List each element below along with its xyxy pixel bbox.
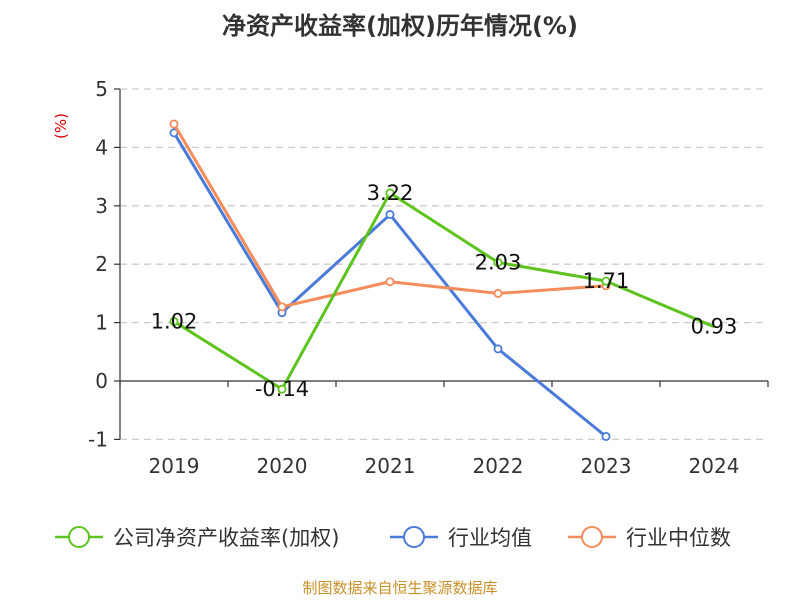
series-point-2 xyxy=(277,302,287,312)
x-tick-label: 2022 xyxy=(473,454,524,478)
series-point-2 xyxy=(493,288,503,298)
series-point-2 xyxy=(169,119,179,129)
x-tick-label: 2021 xyxy=(365,454,416,478)
y-axis-label: (%) xyxy=(52,113,70,139)
x-tick-label: 2023 xyxy=(581,454,632,478)
y-tick-label: 5 xyxy=(95,77,108,101)
series-point-0 xyxy=(493,257,503,267)
data-label: 1.71 xyxy=(583,269,630,293)
series-point-1 xyxy=(493,344,503,354)
legend-label: 公司净资产收益率(加权) xyxy=(113,526,339,550)
y-tick-label: 4 xyxy=(95,135,108,159)
y-tick-label: 2 xyxy=(95,252,108,276)
y-tick-label: -1 xyxy=(88,427,108,451)
legend: 公司净资产收益率(加权) 行业均值 行业中位数 xyxy=(55,526,731,550)
x-tick-label: 2019 xyxy=(149,454,200,478)
legend-label: 行业均值 xyxy=(448,526,532,550)
legend-label: 行业中位数 xyxy=(626,526,731,550)
series-point-2 xyxy=(385,277,395,287)
data-label: -0.14 xyxy=(255,377,309,401)
legend-marker xyxy=(68,526,90,548)
series-point-1 xyxy=(601,431,611,441)
series-point-0 xyxy=(385,188,395,198)
data-label: 0.93 xyxy=(691,315,738,339)
data-label: 2.03 xyxy=(475,250,522,274)
y-tick-label: 1 xyxy=(95,311,108,335)
y-tick-label: 0 xyxy=(95,369,108,393)
grid-lines xyxy=(120,88,768,441)
series-line-0 xyxy=(173,191,715,391)
series xyxy=(169,119,715,441)
legend-marker xyxy=(403,526,425,548)
chart-title: 净资产收益率(加权)历年情况(%) xyxy=(222,12,578,40)
series-point-0 xyxy=(601,276,611,286)
series-point-0 xyxy=(169,316,179,326)
data-labels: 1.02 -0.14 3.22 2.03 1.71 0.93 xyxy=(151,181,738,401)
legend-marker xyxy=(581,526,603,548)
y-tick-label: 3 xyxy=(95,194,108,218)
axes: -1 0 1 2 3 4 5 2019 2020 2021 2022 2023 2024 xyxy=(88,77,769,478)
x-tick-label: 2024 xyxy=(689,454,740,478)
data-label: 3.22 xyxy=(367,181,414,205)
source-note: 制图数据来自恒生聚源数据库 xyxy=(302,579,497,597)
data-label: 1.02 xyxy=(151,309,198,333)
series-point-1 xyxy=(385,210,395,220)
series-point-0 xyxy=(277,384,287,394)
x-tick-label: 2020 xyxy=(257,454,308,478)
